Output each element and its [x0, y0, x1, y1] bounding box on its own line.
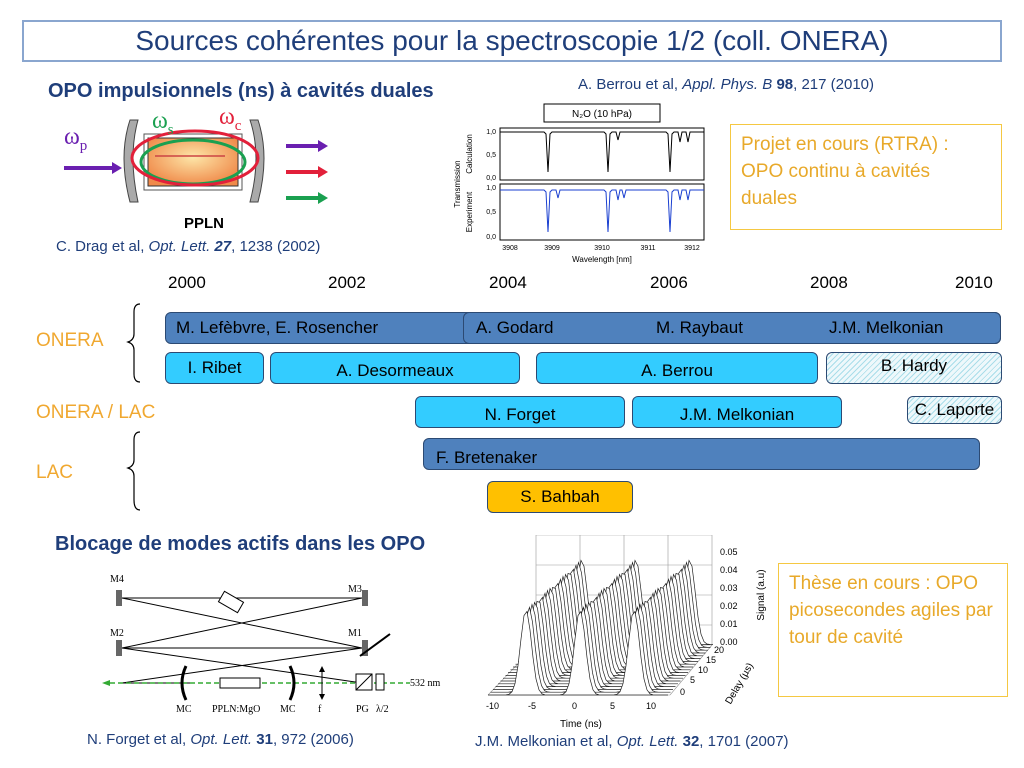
year-2000: 2000 [168, 273, 206, 292]
slide-title: Sources cohérentes pour la spectroscopie… [22, 20, 1002, 62]
svg-text:MC: MC [176, 704, 192, 715]
note-thesis: Thèse en cours : OPO picosecondes agiles… [778, 563, 1008, 697]
svg-text:10: 10 [646, 701, 656, 711]
svg-text:M4: M4 [110, 574, 124, 585]
svg-text:3912: 3912 [684, 245, 700, 252]
svg-text:0,0: 0,0 [486, 175, 496, 182]
svg-text:-10: -10 [486, 701, 499, 711]
svg-text:f: f [318, 704, 322, 715]
svg-text:0.00: 0.00 [720, 637, 738, 647]
svg-text:0: 0 [680, 687, 685, 697]
year-2010: 2010 [955, 273, 993, 292]
year-2006: 2006 [650, 273, 688, 292]
bar-bahbah: S. Bahbah [487, 481, 633, 513]
svg-text:Delay (µs): Delay (µs) [724, 661, 756, 706]
n2o-spectrum-plot: N₂O (10 hPa) Transmission Calculation Ex… [453, 103, 705, 264]
svg-text:0.02: 0.02 [720, 601, 738, 611]
bar-melkonian-onera: J.M. Melkonian [829, 318, 944, 337]
svg-text:3909: 3909 [544, 245, 560, 252]
svg-text:1,0: 1,0 [486, 129, 496, 136]
svg-text:Calculation: Calculation [465, 134, 474, 174]
svg-text:0.01: 0.01 [720, 619, 738, 629]
bar-melkonian-lac: J.M. Melkonian [632, 396, 842, 428]
svg-text:M1: M1 [348, 628, 362, 639]
svg-text:5: 5 [690, 675, 695, 685]
bar-lefebvre-rosencher: M. Lefèbvre, E. Rosencher [176, 318, 379, 337]
bar-forget: N. Forget [415, 396, 625, 428]
svg-text:0,5: 0,5 [486, 152, 496, 159]
heading-opo-ns: OPO impulsionnels (ns) à cavités duales [48, 80, 434, 102]
svg-text:Wavelength [nm]: Wavelength [nm] [572, 255, 632, 264]
group-braces [126, 303, 141, 511]
svg-text:5: 5 [610, 701, 615, 711]
svg-text:-5: -5 [528, 701, 536, 711]
bar-godard: A. Godard [476, 318, 554, 337]
svg-text:3910: 3910 [594, 245, 610, 252]
bar-laporte: C. Laporte [907, 396, 1002, 424]
year-2008: 2008 [810, 273, 848, 292]
heading-mode-locking: Blocage de modes actifs dans les OPO [55, 533, 426, 555]
note-rtra-project: Projet en cours (RTRA) : OPO continu à c… [730, 124, 1002, 230]
svg-text:M3: M3 [348, 584, 362, 595]
svg-text:3908: 3908 [502, 245, 518, 252]
mode-locked-opo-setup: M4 M3 M2 M1 MC PPLN:MgO MC f PG λ/2 532 … [102, 574, 441, 715]
year-2004: 2004 [489, 273, 527, 292]
bar-ribet: I. Ribet [165, 352, 264, 384]
ref-forget: N. Forget et al, Opt. Lett. 31, 972 (200… [87, 731, 354, 748]
svg-text:PG: PG [356, 704, 369, 715]
svg-text:15: 15 [706, 655, 716, 665]
svg-text:3911: 3911 [640, 245, 655, 252]
svg-text:Transmission: Transmission [453, 160, 462, 207]
omega-s-label: ωs [152, 108, 174, 138]
svg-text:Experiment: Experiment [465, 191, 474, 232]
bar-berrou: A. Berrou [536, 352, 818, 384]
svg-text:M2: M2 [110, 628, 124, 639]
ref-drag: C. Drag et al, Opt. Lett. 27, 1238 (2002… [56, 238, 321, 255]
pulse-train-3d-plot: 0.05 0.04 0.03 0.02 0.01 0.00 -10 -5 0 5… [486, 535, 767, 730]
bar-godard-segment [463, 312, 1001, 344]
svg-text:0.03: 0.03 [720, 583, 738, 593]
svg-text:0: 0 [572, 701, 577, 711]
bar-bretenaker: F. Bretenaker [423, 438, 980, 470]
svg-text:MC: MC [280, 704, 296, 715]
dual-cavity-opo-diagram [64, 119, 328, 204]
ref-melkonian: J.M. Melkonian et al, Opt. Lett. 32, 170… [475, 733, 789, 750]
group-onera: ONERA [36, 330, 104, 351]
bar-hardy: B. Hardy [826, 352, 1002, 384]
bar-desormeaux: A. Desormeaux [270, 352, 520, 384]
group-lac: LAC [36, 462, 73, 483]
svg-text:Signal (a.u): Signal (a.u) [756, 569, 767, 620]
omega-p-label: ωp [64, 124, 88, 154]
plot-legend: N₂O (10 hPa) [572, 109, 632, 120]
svg-text:532 nm: 532 nm [410, 678, 441, 689]
bar-raybaut: M. Raybaut [656, 318, 743, 337]
svg-text:0,5: 0,5 [486, 209, 496, 216]
svg-text:0.04: 0.04 [720, 565, 738, 575]
svg-text:λ/2: λ/2 [376, 704, 389, 715]
svg-text:20: 20 [714, 645, 724, 655]
svg-text:Time (ns): Time (ns) [560, 719, 602, 730]
svg-text:0,0: 0,0 [486, 234, 496, 241]
svg-text:1,0: 1,0 [486, 185, 496, 192]
omega-c-label: ωc [219, 104, 242, 134]
ref-berrou: A. Berrou et al, Appl. Phys. B 98, 217 (… [578, 76, 875, 93]
svg-text:0.05: 0.05 [720, 547, 738, 557]
year-2002: 2002 [328, 273, 366, 292]
crystal-label: PPLN [184, 215, 225, 232]
group-onera-lac: ONERA / LAC [36, 402, 156, 423]
svg-text:10: 10 [698, 665, 708, 675]
pulse-trace [488, 610, 668, 696]
svg-text:PPLN:MgO: PPLN:MgO [212, 704, 260, 715]
